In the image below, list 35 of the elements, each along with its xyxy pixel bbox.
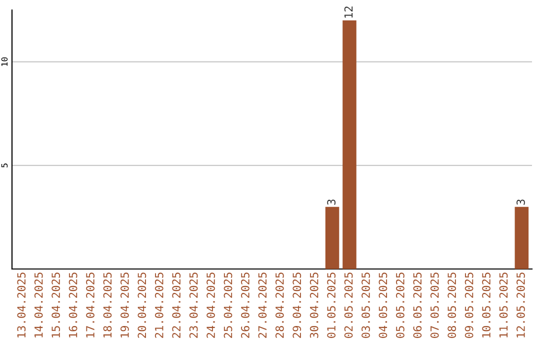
x-tick-label: 27.04.2025 xyxy=(258,272,267,338)
x-tick-label: 25.04.2025 xyxy=(224,272,232,338)
x-tick-label: 09.05.2025 xyxy=(464,272,474,338)
x-tick-label: 15.04.2025 xyxy=(52,272,60,338)
x-tick-label: 23.04.2025 xyxy=(189,272,198,338)
x-tick-label: 06.05.2025 xyxy=(413,272,422,338)
x-tick-label: 16.04.2025 xyxy=(68,272,78,338)
data-label: 12 xyxy=(344,6,353,18)
x-tick-label: 01.05.2025 xyxy=(327,272,336,338)
x-tick-label: 14.04.2025 xyxy=(34,272,43,338)
y-tick-label: 10 xyxy=(1,57,8,66)
x-tick-label: 18.04.2025 xyxy=(103,272,112,338)
data-label: 3 xyxy=(516,200,525,205)
x-tick-label: 05.05.2025 xyxy=(396,272,404,338)
x-tick-label: 26.04.2025 xyxy=(241,272,250,338)
x-tick-label: 17.04.2025 xyxy=(86,272,94,338)
x-tick-label: 19.04.2025 xyxy=(120,272,129,338)
x-tick-label: 11.05.2025 xyxy=(499,272,508,338)
x-tick-label: 07.05.2025 xyxy=(430,272,439,338)
x-tick-label: 28.04.2025 xyxy=(275,272,284,338)
x-tick-label: 29.04.2025 xyxy=(292,272,302,338)
x-tick-label: 24.04.2025 xyxy=(206,272,215,338)
x-tick-label: 22.04.2025 xyxy=(172,272,181,338)
x-tick-label: 08.05.2025 xyxy=(448,272,456,338)
y-tick-label: 5 xyxy=(1,164,8,168)
x-tick-label: 30.04.2025 xyxy=(310,272,318,338)
x-tick-label: 13.04.2025 xyxy=(17,272,26,338)
x-tick-label: 04.05.2025 xyxy=(378,272,388,338)
data-label: 3 xyxy=(327,200,336,205)
x-tick-label: 03.05.2025 xyxy=(362,272,370,338)
x-tick-label: 12.05.2025 xyxy=(516,272,525,338)
x-tick-label: 02.05.2025 xyxy=(344,272,353,338)
x-tick-label: 21.04.2025 xyxy=(154,272,164,338)
x-tick-label: 20.04.2025 xyxy=(138,272,146,338)
x-tick-label: 10.05.2025 xyxy=(482,272,490,338)
